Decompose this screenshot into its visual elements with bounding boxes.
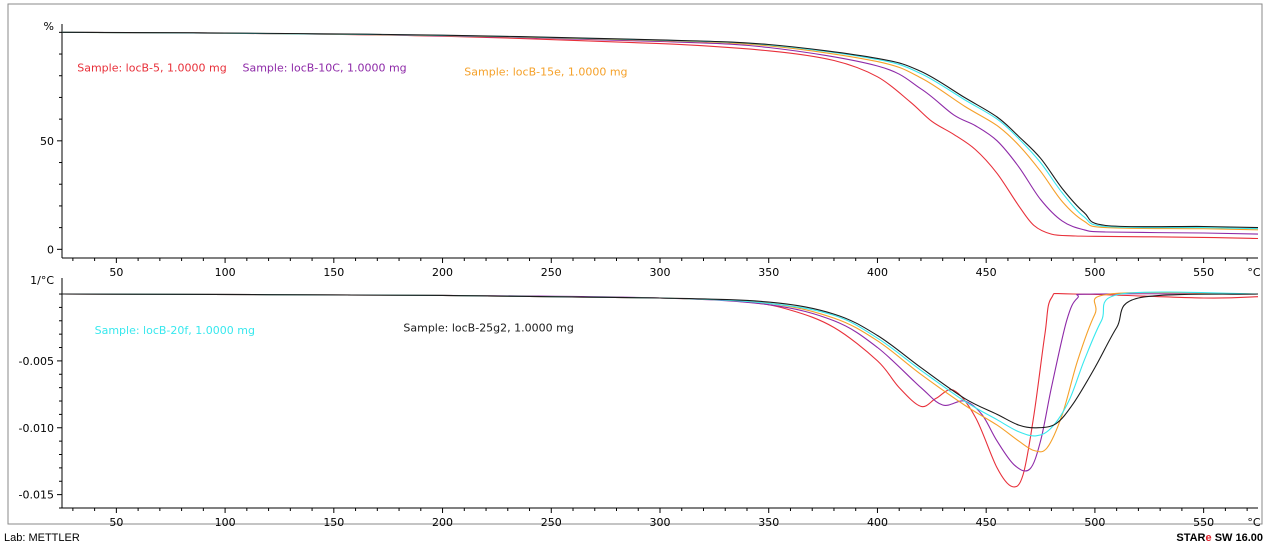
- software-version: SW 16.00: [1211, 532, 1263, 544]
- bottom-panel: 1/°C 50 100 150 200 250 300 350 400 450 500 550 °C -0…: [19, 274, 1261, 529]
- y-tick-label: 50: [40, 135, 54, 148]
- top-panel: % 50 100 150 200 250 300 350 400 450 500 550 °C 0 50 Sa…: [40, 20, 1261, 279]
- x-axis-unit: °C: [1247, 266, 1261, 279]
- x-tick-label: 550: [1193, 516, 1214, 529]
- series-line: [61, 291, 1259, 437]
- x-tick-label: 150: [323, 266, 344, 279]
- x-tick-label: 300: [650, 516, 671, 529]
- software-version-label: STARe SW 16.00: [1176, 532, 1263, 544]
- y-tick-label: 0: [47, 243, 54, 256]
- x-tick-label: 450: [976, 516, 997, 529]
- x-tick-label: 450: [976, 266, 997, 279]
- x-tick-label: 400: [867, 266, 888, 279]
- y-tick-label: -0.015: [19, 489, 54, 502]
- series-line: [61, 292, 1259, 488]
- software-name: STAR: [1176, 532, 1206, 544]
- y-tick-label: -0.010: [19, 422, 54, 435]
- x-tick-label: 350: [758, 266, 779, 279]
- sample-annotation: Sample: locB-15e, 1.0000 mg: [464, 66, 627, 79]
- series-line: [61, 31, 1259, 229]
- x-axis-unit: °C: [1247, 516, 1261, 529]
- x-tick-label: 250: [541, 516, 562, 529]
- x-tick-label: 300: [650, 266, 671, 279]
- sample-annotation: Sample: locB-5, 1.0000 mg: [77, 61, 226, 74]
- y-axis-label: 1/°C: [30, 274, 54, 287]
- sample-annotation: Sample: locB-10C, 1.0000 mg: [242, 61, 406, 74]
- y-axis-label: %: [44, 20, 54, 33]
- series-line: [61, 31, 1259, 231]
- x-tick-label: 500: [1084, 516, 1105, 529]
- lab-label: Lab: METTLER: [4, 532, 80, 544]
- x-tick-label: 200: [432, 266, 453, 279]
- software-mark: e: [1205, 532, 1212, 544]
- x-tick-label: 250: [541, 266, 562, 279]
- chart-frame: [7, 3, 1263, 525]
- series-line: [61, 291, 1259, 453]
- x-tick-label: 550: [1193, 266, 1214, 279]
- x-tick-label: 150: [323, 516, 344, 529]
- sample-annotation: Sample: locB-20f, 1.0000 mg: [95, 324, 255, 337]
- x-tick-label: 500: [1084, 266, 1105, 279]
- series-line: [61, 31, 1259, 235]
- x-tick-label: 100: [215, 266, 236, 279]
- series-line: [61, 293, 1259, 472]
- y-tick-label: -0.005: [19, 355, 54, 368]
- x-tick-label: 350: [758, 516, 779, 529]
- series-line: [61, 293, 1259, 429]
- x-tick-label: 400: [867, 516, 888, 529]
- x-tick-label: 200: [432, 516, 453, 529]
- x-tick-label: 100: [215, 516, 236, 529]
- sample-annotation: Sample: locB-25g2, 1.0000 mg: [403, 321, 573, 334]
- x-tick-label: 50: [109, 266, 123, 279]
- tga-dtg-chart: % 50 100 150 200 250 300 350 400 450 500 550 °C 0 50 Sa…: [7, 3, 1263, 529]
- series-line: [61, 31, 1259, 230]
- x-tick-label: 50: [109, 516, 123, 529]
